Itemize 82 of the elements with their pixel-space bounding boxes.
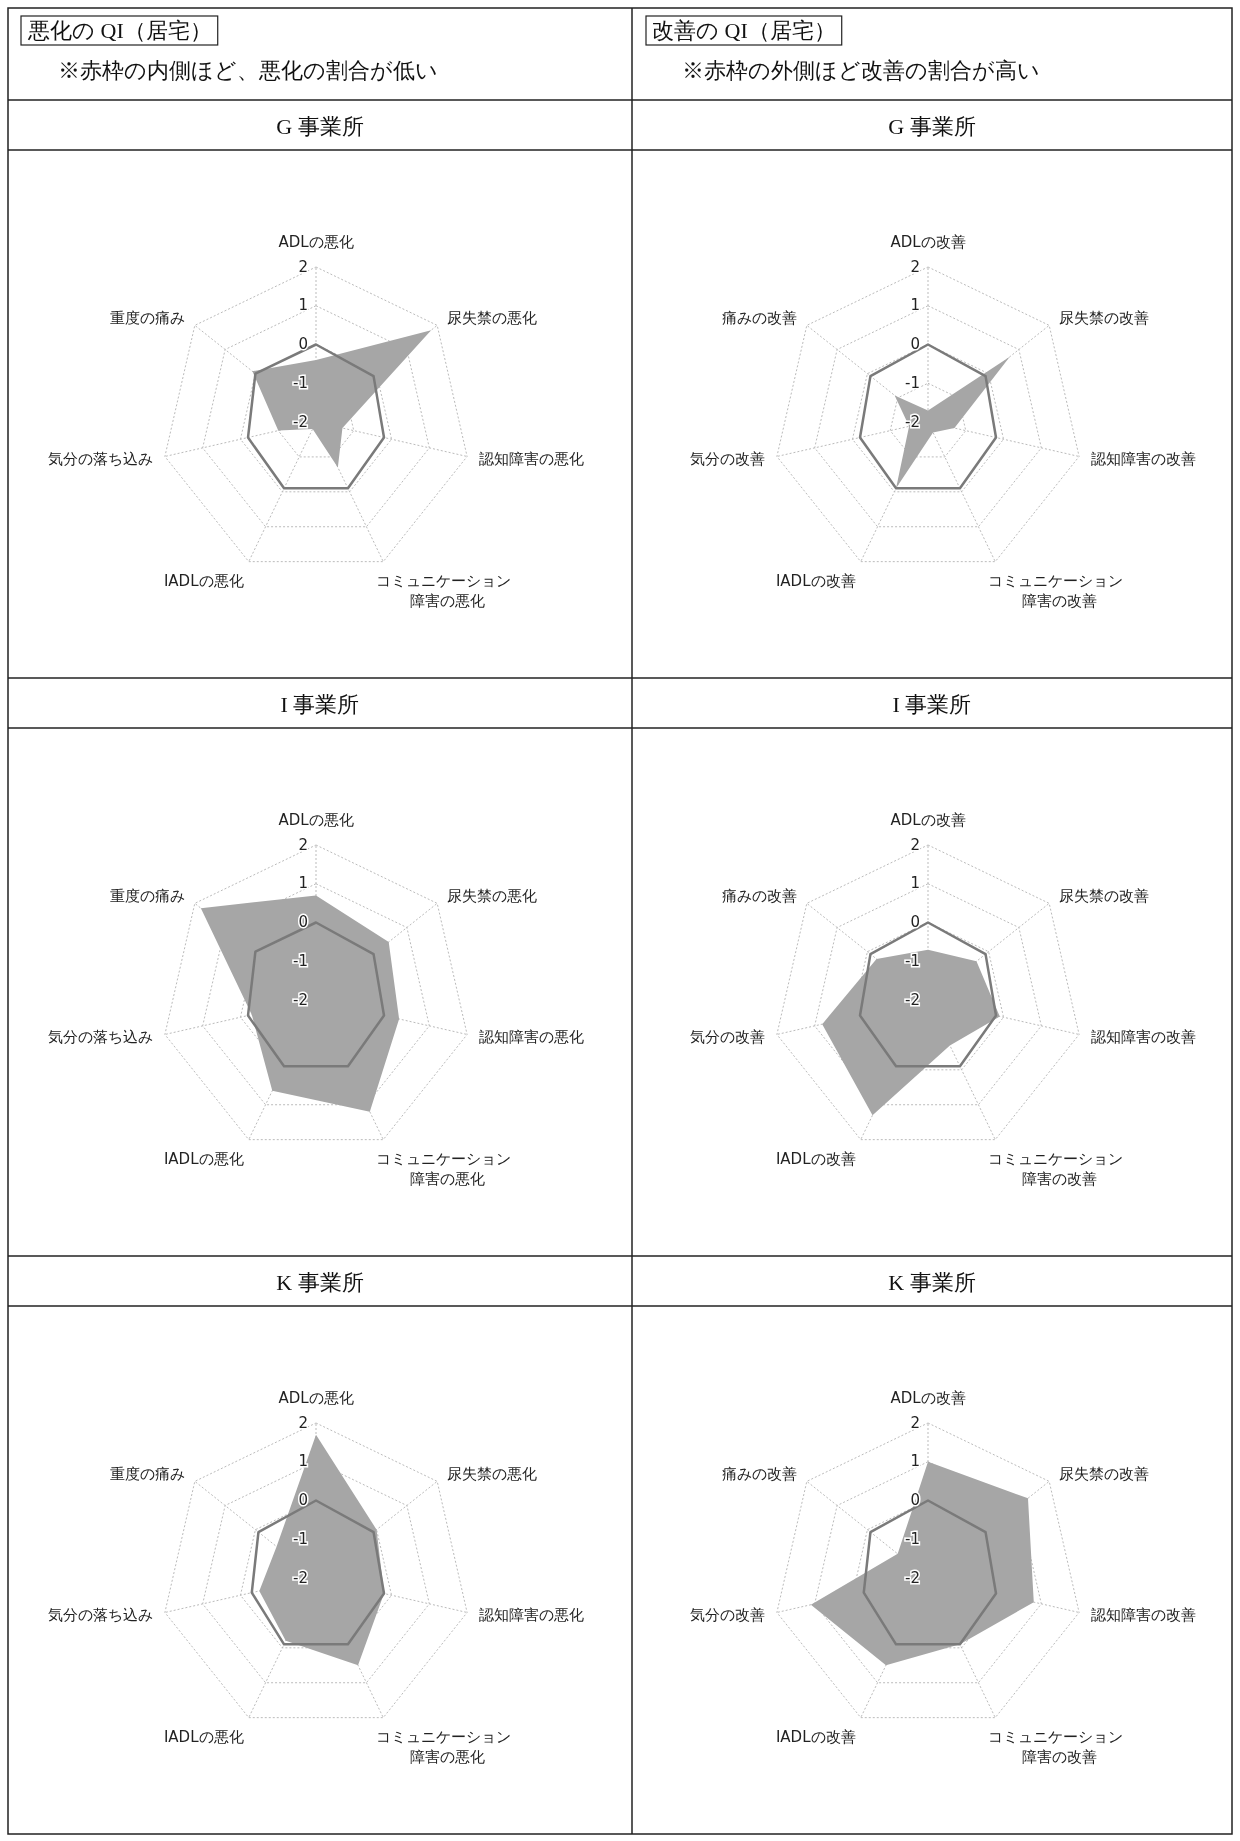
spoke-label: 気分の改善 bbox=[690, 450, 766, 469]
spoke-label: コミュニケーション障害の改善 bbox=[988, 572, 1124, 611]
spoke-label: IADLの悪化 bbox=[163, 572, 244, 591]
spoke-label: 痛みの改善 bbox=[722, 886, 798, 905]
spoke-label: 重度の痛み bbox=[110, 1464, 186, 1483]
chart-title: I 事業所 bbox=[280, 692, 360, 717]
spoke-label: 痛みの改善 bbox=[722, 308, 798, 327]
y-tick-label: 1 bbox=[298, 874, 308, 893]
y-tick-label: -1 bbox=[905, 1529, 920, 1548]
y-tick-label: 0 bbox=[910, 1491, 920, 1509]
y-tick-label: 2 bbox=[298, 835, 308, 854]
y-tick-label: 0 bbox=[298, 1491, 308, 1509]
y-tick-label: -2 bbox=[905, 1568, 920, 1587]
y-tick-label: 2 bbox=[910, 1413, 920, 1432]
y-tick-label: -1 bbox=[293, 373, 308, 392]
spoke-label: 尿失禁の悪化 bbox=[446, 308, 537, 327]
chart-title: I 事業所 bbox=[892, 692, 972, 717]
y-tick-label: 2 bbox=[910, 835, 920, 854]
spoke-label: IADLの悪化 bbox=[163, 1728, 244, 1747]
spoke-label: 認知障害の悪化 bbox=[478, 1606, 584, 1625]
spoke-label: コミュニケーション障害の改善 bbox=[988, 1728, 1124, 1767]
spoke-label: 気分の落ち込み bbox=[48, 1028, 154, 1047]
spoke-label: 尿失禁の悪化 bbox=[446, 886, 537, 905]
y-tick-label: 1 bbox=[910, 1452, 920, 1471]
spoke-label: 尿失禁の改善 bbox=[1058, 886, 1149, 905]
y-tick-label: 2 bbox=[298, 1413, 308, 1432]
spoke-label: 認知障害の悪化 bbox=[478, 450, 584, 469]
spoke-label: 認知障害の改善 bbox=[1090, 1028, 1196, 1047]
y-tick-label: 0 bbox=[910, 335, 920, 353]
spoke-label: IADLの改善 bbox=[775, 572, 856, 591]
chart-title: K 事業所 bbox=[276, 1270, 364, 1295]
spoke-label: コミュニケーション障害の悪化 bbox=[376, 1150, 512, 1189]
text: 改善の QI（居宅） bbox=[652, 18, 836, 43]
spoke-label: IADLの改善 bbox=[775, 1728, 856, 1747]
spoke-label: 尿失禁の改善 bbox=[1058, 1464, 1149, 1483]
y-tick-label: -2 bbox=[905, 412, 920, 431]
spoke-label: 気分の改善 bbox=[690, 1028, 766, 1047]
text: ※赤枠の外側ほど改善の割合が高い bbox=[682, 58, 1040, 83]
text: ※赤枠の内側ほど、悪化の割合が低い bbox=[58, 58, 438, 83]
spoke-label: ADLの改善 bbox=[890, 811, 966, 829]
spoke-label: ADLの改善 bbox=[890, 233, 966, 251]
y-tick-label: 0 bbox=[298, 913, 308, 931]
spoke-label: ADLの悪化 bbox=[278, 233, 354, 251]
y-tick-label: -1 bbox=[293, 951, 308, 970]
spoke-label: IADLの悪化 bbox=[163, 1150, 244, 1169]
y-tick-label: 2 bbox=[298, 257, 308, 276]
chart-title: G 事業所 bbox=[276, 114, 364, 139]
spoke-label: 尿失禁の悪化 bbox=[446, 1464, 537, 1483]
y-tick-label: 1 bbox=[910, 874, 920, 893]
spoke-label: 気分の改善 bbox=[690, 1606, 766, 1625]
y-tick-label: -2 bbox=[293, 412, 308, 431]
spoke-label: 気分の落ち込み bbox=[48, 1606, 154, 1625]
y-tick-label: -2 bbox=[905, 990, 920, 1009]
text: 悪化の QI（居宅） bbox=[27, 18, 212, 43]
chart-title: G 事業所 bbox=[888, 114, 976, 139]
spoke-label: ADLの悪化 bbox=[278, 1389, 354, 1407]
spoke-label: 尿失禁の改善 bbox=[1058, 308, 1149, 327]
spoke-label: 痛みの改善 bbox=[722, 1464, 798, 1483]
y-tick-label: 1 bbox=[910, 296, 920, 315]
spoke-label: 気分の落ち込み bbox=[48, 450, 154, 469]
spoke-label: 認知障害の改善 bbox=[1090, 1606, 1196, 1625]
spoke-label: 認知障害の改善 bbox=[1090, 450, 1196, 469]
y-tick-label: 1 bbox=[298, 1452, 308, 1471]
spoke-label: コミュニケーション障害の悪化 bbox=[376, 572, 512, 611]
spoke-label: コミュニケーション障害の改善 bbox=[988, 1150, 1124, 1189]
y-tick-label: -1 bbox=[905, 951, 920, 970]
spoke-label: 重度の痛み bbox=[110, 308, 186, 327]
chart-title: K 事業所 bbox=[888, 1270, 976, 1295]
spoke-label: コミュニケーション障害の悪化 bbox=[376, 1728, 512, 1767]
spoke-label: IADLの改善 bbox=[775, 1150, 856, 1169]
y-tick-label: -2 bbox=[293, 990, 308, 1009]
y-tick-label: -1 bbox=[905, 373, 920, 392]
y-tick-label: 0 bbox=[298, 335, 308, 353]
spoke-label: 重度の痛み bbox=[110, 886, 186, 905]
y-tick-label: 1 bbox=[298, 296, 308, 315]
y-tick-label: -2 bbox=[293, 1568, 308, 1587]
spoke-label: ADLの悪化 bbox=[278, 811, 354, 829]
spoke-label: ADLの改善 bbox=[890, 1389, 966, 1407]
y-tick-label: 2 bbox=[910, 257, 920, 276]
spoke-label: 認知障害の悪化 bbox=[478, 1028, 584, 1047]
y-tick-label: 0 bbox=[910, 913, 920, 931]
y-tick-label: -1 bbox=[293, 1529, 308, 1548]
